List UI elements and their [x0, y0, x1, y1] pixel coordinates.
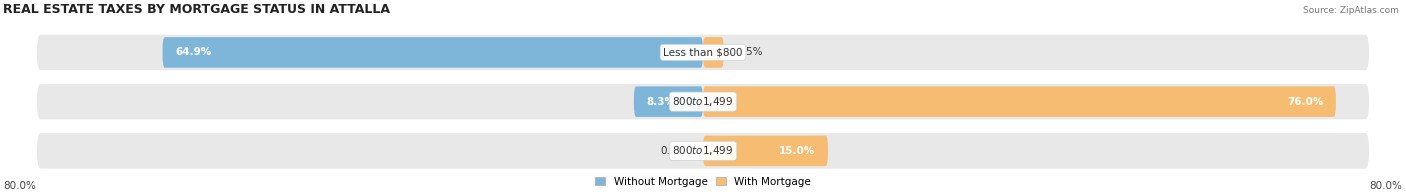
Text: 0.0%: 0.0% — [659, 146, 686, 156]
Text: 2.5%: 2.5% — [737, 47, 763, 57]
FancyBboxPatch shape — [703, 136, 828, 166]
Text: Source: ZipAtlas.com: Source: ZipAtlas.com — [1303, 6, 1399, 15]
Text: Less than $800: Less than $800 — [664, 47, 742, 57]
Text: $800 to $1,499: $800 to $1,499 — [672, 144, 734, 157]
Text: 8.3%: 8.3% — [647, 97, 675, 107]
Text: 76.0%: 76.0% — [1286, 97, 1323, 107]
Text: 15.0%: 15.0% — [779, 146, 815, 156]
Text: 64.9%: 64.9% — [174, 47, 211, 57]
FancyBboxPatch shape — [163, 37, 703, 68]
FancyBboxPatch shape — [703, 86, 1336, 117]
FancyBboxPatch shape — [37, 84, 1369, 119]
FancyBboxPatch shape — [37, 35, 1369, 70]
Text: 80.0%: 80.0% — [1369, 181, 1403, 191]
Legend: Without Mortgage, With Mortgage: Without Mortgage, With Mortgage — [591, 172, 815, 191]
Text: $800 to $1,499: $800 to $1,499 — [672, 95, 734, 108]
Text: 80.0%: 80.0% — [3, 181, 37, 191]
FancyBboxPatch shape — [37, 133, 1369, 169]
FancyBboxPatch shape — [703, 37, 724, 68]
Text: REAL ESTATE TAXES BY MORTGAGE STATUS IN ATTALLA: REAL ESTATE TAXES BY MORTGAGE STATUS IN … — [3, 4, 391, 16]
FancyBboxPatch shape — [634, 86, 703, 117]
